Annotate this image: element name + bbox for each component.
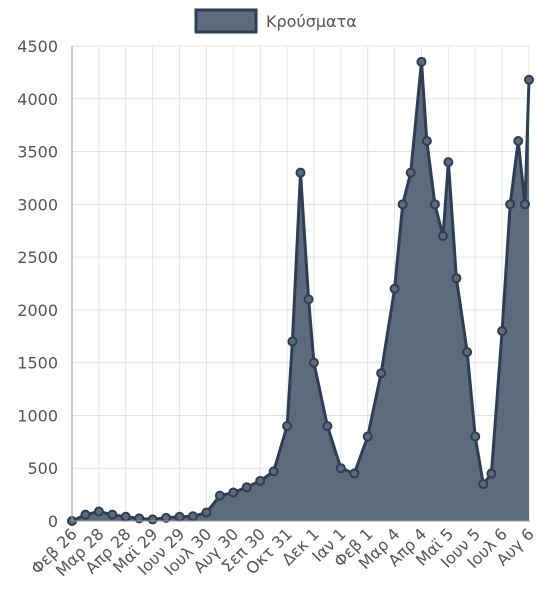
cases-area-fill	[72, 61, 529, 522]
cases-point-12[interactable]	[228, 487, 239, 498]
cases-point-3[interactable]	[107, 509, 118, 520]
cases-point-14[interactable]	[255, 475, 266, 486]
cases-point-34[interactable]	[451, 273, 462, 284]
cases-point-31[interactable]	[429, 199, 440, 210]
cases-point-26[interactable]	[389, 283, 400, 294]
cases-point-16[interactable]	[282, 421, 293, 431]
y-tick-label-0: 0	[48, 512, 58, 531]
cases-point-37[interactable]	[478, 479, 489, 490]
cases-point-10[interactable]	[201, 507, 212, 518]
cases-point-8[interactable]	[174, 511, 185, 522]
cases-point-13[interactable]	[241, 482, 252, 493]
y-tick-label-3: 1500	[17, 354, 58, 373]
cases-point-15[interactable]	[268, 466, 279, 477]
cases-point-11[interactable]	[214, 490, 225, 501]
cases-point-4[interactable]	[120, 511, 131, 522]
y-tick-label-2: 1000	[17, 406, 58, 425]
cases-point-36[interactable]	[470, 431, 481, 442]
cases-point-9[interactable]	[187, 511, 198, 522]
cases-point-19[interactable]	[303, 294, 314, 305]
cases-point-41[interactable]	[513, 136, 524, 146]
cases-point-5[interactable]	[134, 513, 145, 524]
cases-point-2[interactable]	[93, 506, 104, 517]
cases-point-18[interactable]	[295, 167, 306, 178]
cases-point-25[interactable]	[376, 368, 387, 379]
legend-swatch-cases[interactable]	[194, 8, 258, 34]
y-tick-label-8: 4000	[17, 90, 58, 109]
cases-point-23[interactable]	[349, 468, 360, 479]
cases-point-20[interactable]	[308, 357, 319, 368]
cases-point-30[interactable]	[421, 136, 432, 146]
cases-point-40[interactable]	[505, 199, 516, 210]
legend[interactable]: Κρούσματα	[194, 8, 357, 34]
cases-point-22[interactable]	[335, 463, 346, 474]
legend-label-cases: Κρούσματα	[266, 12, 357, 31]
y-tick-label-6: 3000	[17, 195, 58, 214]
y-axis-ticks: 0 500 1000 1500 2000 2500 3000 3500 4000 4500	[17, 37, 58, 531]
y-tick-label-7: 3500	[17, 143, 58, 162]
cases-point-35[interactable]	[462, 347, 473, 358]
cases-point-21[interactable]	[322, 421, 333, 431]
cases-point-33[interactable]	[443, 157, 454, 168]
cases-point-6[interactable]	[147, 514, 158, 525]
cases-point-39[interactable]	[497, 326, 508, 336]
cases-point-32[interactable]	[437, 231, 448, 241]
y-tick-label-5: 2500	[17, 248, 58, 267]
cases-point-29[interactable]	[416, 56, 427, 67]
cases-point-28[interactable]	[405, 167, 416, 178]
cases-point-38[interactable]	[486, 468, 497, 479]
plot-area	[67, 56, 534, 526]
cases-point-43[interactable]	[524, 74, 534, 85]
cases-point-27[interactable]	[397, 199, 408, 210]
cases-point-42[interactable]	[519, 199, 530, 210]
cases-point-7[interactable]	[161, 512, 172, 523]
y-tick-label-1: 500	[27, 459, 58, 478]
cases-point-24[interactable]	[362, 431, 373, 442]
y-tick-label-9: 4500	[17, 37, 58, 56]
y-tick-label-4: 2000	[17, 301, 58, 320]
cases-point-17[interactable]	[287, 336, 298, 347]
cases-point-1[interactable]	[80, 509, 91, 520]
